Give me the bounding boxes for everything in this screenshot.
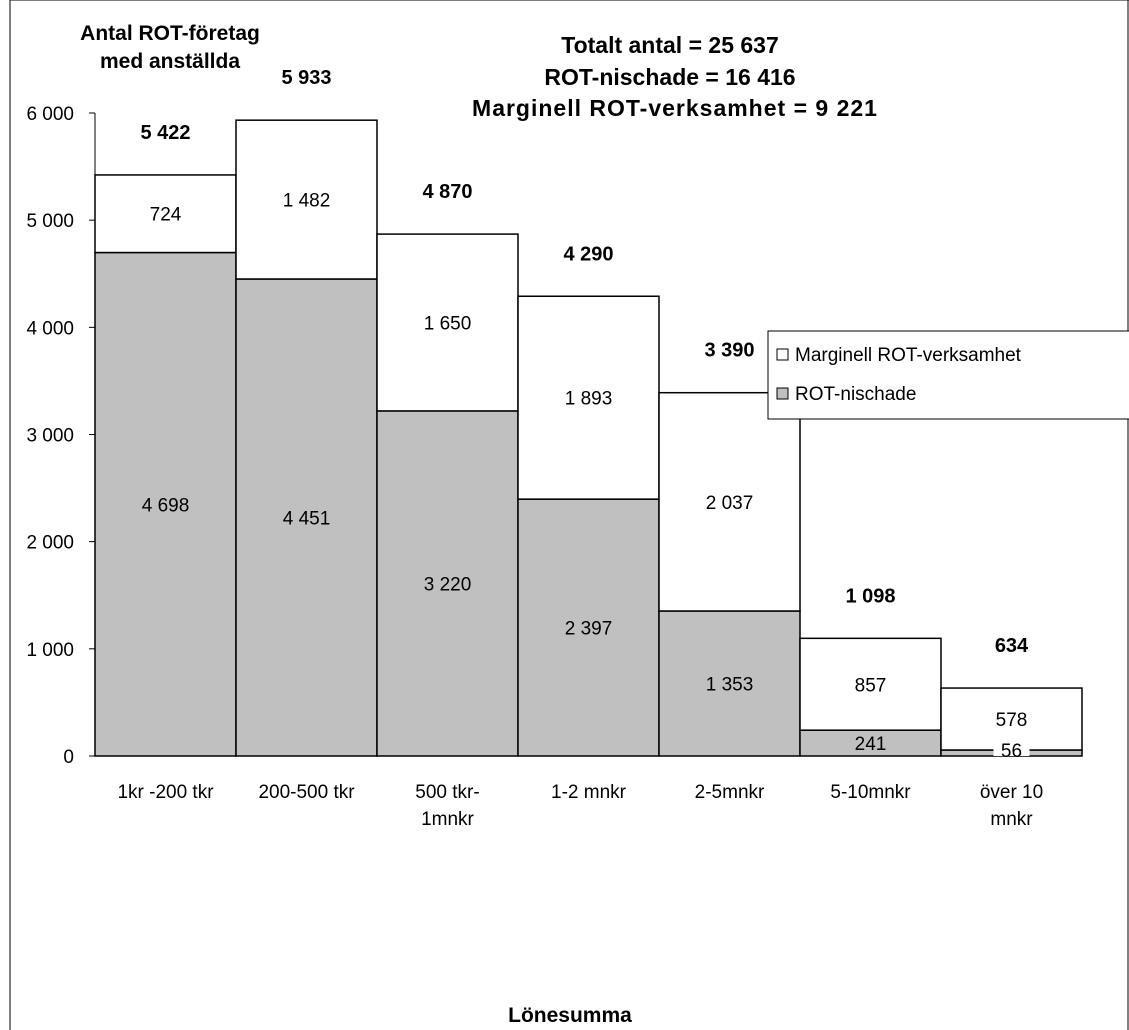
data-label-rot-nischade: 2 397 <box>565 619 613 640</box>
bar-rot-nischade <box>235 278 378 757</box>
bar-marginell-rot <box>94 174 237 254</box>
legend-label-marginell: Marginell ROT-verksamhet <box>795 345 1022 366</box>
y-tick-label: 2 000 <box>26 533 74 554</box>
legend-swatch-rot-nischade <box>776 387 789 400</box>
x-tick-label: 1-2 mnkr <box>551 782 627 803</box>
data-label-marginell-rot: 1 482 <box>283 191 331 212</box>
data-label-marginell-rot: 1 650 <box>424 314 472 335</box>
data-label-marginell-rot: 724 <box>150 205 182 226</box>
data-label-total: 5 422 <box>140 122 190 144</box>
bar-marginell-rot <box>376 233 519 412</box>
data-label-rot-nischade: 3 220 <box>424 574 472 595</box>
x-tick-label: 1mnkr <box>421 809 474 830</box>
x-tick-label: 5-10mnkr <box>830 782 911 803</box>
x-tick-label: 1kr -200 tkr <box>117 782 214 803</box>
y-axis-title-line2: med anställda <box>100 50 240 73</box>
data-label-rot-nischade: 1 353 <box>706 675 754 696</box>
legend: Marginell ROT-verksamhet ROT-nischade <box>767 330 1129 420</box>
data-label-total: 4 290 <box>563 243 613 265</box>
data-label-total: 634 <box>995 635 1029 657</box>
y-tick-label: 6 000 <box>26 104 74 125</box>
data-label-rot-nischade: 56 <box>1001 741 1022 762</box>
data-label-bg <box>993 736 1030 756</box>
data-label-marginell-rot: 857 <box>855 675 887 696</box>
totals-annotation-line3: Marginell ROT-verksamhet = 9 221 <box>472 95 878 121</box>
y-axis-title-line1: Antal ROT-företag <box>80 22 260 45</box>
data-label-marginell-rot: 1 893 <box>565 389 613 410</box>
y-tick-label: 5 000 <box>26 211 74 232</box>
data-label-total: 1 098 <box>845 585 895 607</box>
y-tick-label: 3 000 <box>26 426 74 447</box>
data-label-total: 3 390 <box>704 340 754 362</box>
x-tick-label: 2-5mnkr <box>695 782 765 803</box>
x-axis-title: Lönesumma <box>508 1004 632 1027</box>
y-tick-label: 1 000 <box>26 640 74 661</box>
bar-marginell-rot <box>799 637 942 731</box>
bar-rot-nischade <box>517 498 660 757</box>
x-tick-label: 500 tkr- <box>415 782 479 803</box>
plot-area: 0 1 000 2 000 3 000 4 000 5 000 6 000 4 698 724 5… <box>26 67 1083 830</box>
data-label-marginell-rot: 578 <box>996 710 1028 731</box>
data-label-rot-nischade: 241 <box>855 734 887 755</box>
legend-label-rot-nischade: ROT-nischade <box>795 384 916 405</box>
totals-annotation-line2: ROT-nischade = 16 416 <box>544 64 795 90</box>
legend-box <box>767 330 1129 420</box>
x-tick-label: 200-500 tkr <box>258 782 355 803</box>
data-label-total: 5 933 <box>281 67 331 89</box>
y-tick-label: 0 <box>63 747 74 768</box>
data-label-rot-nischade: 4 451 <box>283 509 331 530</box>
y-tick-label: 4 000 <box>26 318 74 339</box>
bar-rot-nischade <box>658 610 801 757</box>
x-tick-label: mnkr <box>990 809 1033 830</box>
data-label-rot-nischade: 4 698 <box>142 495 190 516</box>
totals-annotation-line1: Totalt antal = 25 637 <box>561 32 779 58</box>
x-tick-label: över 10 <box>980 782 1043 803</box>
bar-rot-nischade <box>376 410 519 757</box>
data-label-total: 4 870 <box>422 181 472 203</box>
bar-marginell-rot <box>658 391 801 612</box>
bar-marginell-rot <box>235 119 378 280</box>
data-label-marginell-rot: 2 037 <box>706 493 754 514</box>
bar-rot-nischade <box>94 251 237 757</box>
legend-swatch-marginell <box>776 348 789 361</box>
